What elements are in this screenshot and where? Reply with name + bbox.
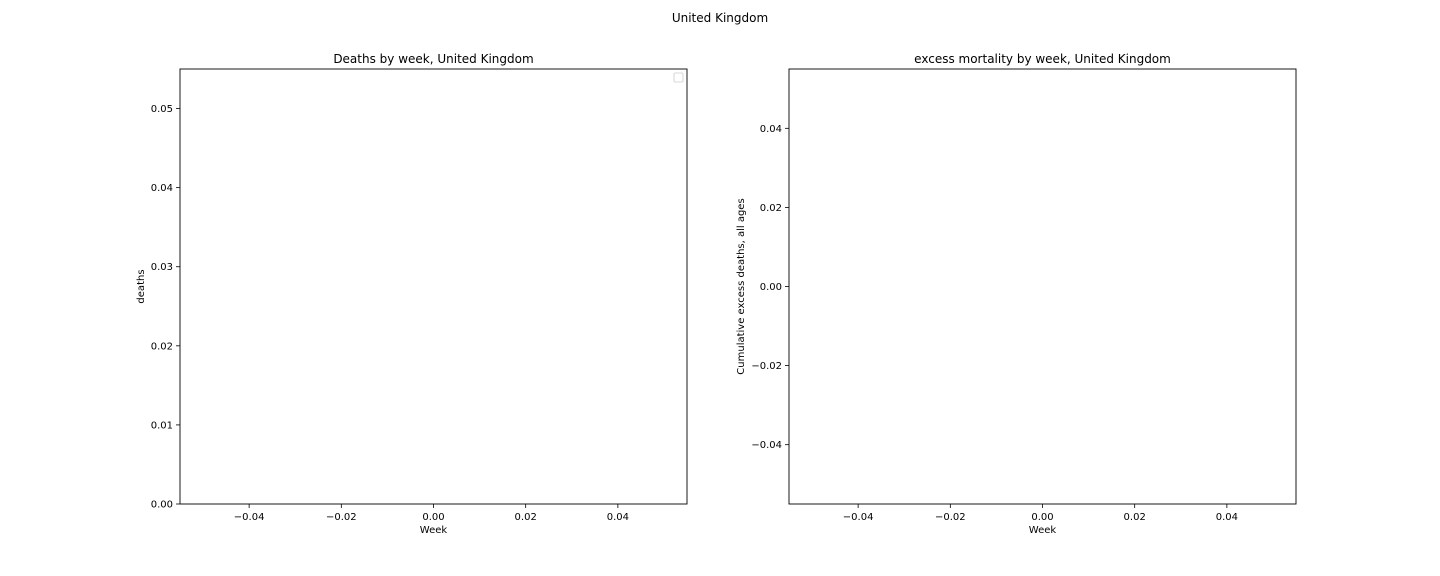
figure-suptitle: United Kingdom [672, 11, 768, 25]
deaths-xaxis-label: Week [420, 525, 448, 536]
deaths-chart-title: Deaths by week, United Kingdom [333, 52, 533, 66]
y-tick-label: 0.03 [151, 262, 173, 273]
chart-excess-mortality-by-week: excess mortality by week, United Kingdom… [736, 52, 1297, 536]
y-tick-label: 0.02 [760, 203, 782, 214]
x-tick-label: 0.02 [1124, 512, 1146, 523]
x-tick-label: 0.00 [422, 512, 444, 523]
excess-yaxis-label: Cumulative excess deaths, all ages [736, 198, 747, 374]
y-tick-label: 0.04 [151, 183, 173, 194]
excess-xaxis-label: Week [1029, 525, 1057, 536]
y-tick-label: 0.01 [151, 420, 173, 431]
x-tick-label: −0.02 [935, 512, 966, 523]
x-tick-label: −0.02 [326, 512, 357, 523]
y-tick-label: 0.00 [151, 500, 173, 511]
excess-plot-area [789, 69, 1296, 504]
y-tick-label: 0.02 [151, 341, 173, 352]
x-tick-label: 0.04 [607, 512, 629, 523]
deaths-yaxis-label: deaths [136, 269, 147, 303]
excess-plot-frame [788, 68, 1297, 505]
excess-chart-title: excess mortality by week, United Kingdom [914, 52, 1171, 66]
y-tick-label: 0.00 [760, 282, 782, 293]
y-tick-label: 0.05 [151, 104, 173, 115]
chart-deaths-by-week: Deaths by week, United Kingdom −0.04 −0.0… [136, 52, 688, 536]
x-tick-label: −0.04 [843, 512, 874, 523]
deaths-legend-box [673, 72, 684, 83]
x-tick-label: −0.04 [234, 512, 265, 523]
deaths-ticks: −0.04 −0.02 0.00 0.02 0.04 0.00 0.01 0.02 0.03 0.… [151, 104, 629, 523]
y-tick-label: −0.02 [751, 361, 782, 372]
x-tick-label: 0.00 [1031, 512, 1053, 523]
deaths-plot-frame [179, 68, 688, 505]
deaths-plot-area [180, 69, 687, 504]
excess-ticks: −0.04 −0.02 0.00 0.02 0.04 −0.04 −0.02 0.00 0.02… [751, 124, 1238, 523]
x-tick-label: 0.04 [1216, 512, 1238, 523]
y-tick-label: −0.04 [751, 440, 782, 451]
x-tick-label: 0.02 [515, 512, 537, 523]
y-tick-label: 0.04 [760, 124, 782, 135]
